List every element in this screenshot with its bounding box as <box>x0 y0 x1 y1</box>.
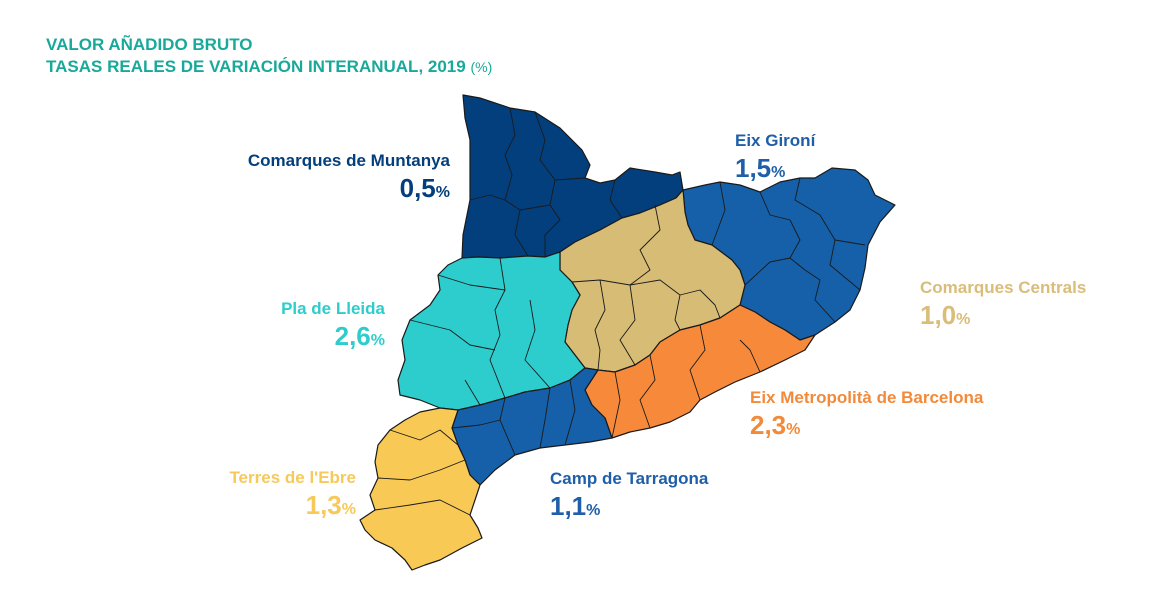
region-value-number: 1,0 <box>920 300 957 330</box>
region-value-number: 1,5 <box>735 153 772 183</box>
label-lleida: Pla de Lleida 2,6% <box>185 298 385 357</box>
region-value-number: 0,5 <box>399 173 436 203</box>
percent-sign: % <box>435 184 450 201</box>
region-name: Terres de l'Ebre <box>229 468 356 487</box>
region-name: Comarques Centrals <box>920 278 1087 297</box>
label-gironi: Eix Gironí 1,5% <box>735 130 935 189</box>
region-value: 2,6% <box>185 320 385 357</box>
map-title: VALOR AÑADIDO BRUTO TASAS REALES DE VARI… <box>46 34 492 78</box>
label-ebre: Terres de l'Ebre 1,3% <box>156 467 356 526</box>
percent-sign: % <box>586 502 601 519</box>
region-value: 1,0% <box>920 299 1150 336</box>
title-line-2: TASAS REALES DE VARIACIÓN INTERANUAL, 20… <box>46 56 492 78</box>
percent-sign: % <box>771 164 786 181</box>
region-value-number: 2,3 <box>750 410 787 440</box>
region-value: 0,5% <box>160 172 450 209</box>
region-value-number: 2,6 <box>334 321 371 351</box>
region-value-number: 1,1 <box>550 491 587 521</box>
region-value-number: 1,3 <box>305 490 342 520</box>
region-name: Eix Gironí <box>735 131 816 150</box>
label-muntanya: Comarques de Muntanya 0,5% <box>160 150 450 209</box>
percent-sign: % <box>956 311 971 328</box>
region-value: 1,5% <box>735 152 935 189</box>
percent-sign: % <box>786 421 801 438</box>
region-value: 1,3% <box>156 489 356 526</box>
label-tarragona: Camp de Tarragona 1,1% <box>550 468 770 527</box>
title-unit: (%) <box>470 59 493 75</box>
region-value: 2,3% <box>750 409 1050 446</box>
title-line-2-text: TASAS REALES DE VARIACIÓN INTERANUAL, 20… <box>46 57 466 76</box>
comarca-boundaries <box>374 107 866 516</box>
percent-sign: % <box>341 501 356 518</box>
title-line-1: VALOR AÑADIDO BRUTO <box>46 35 253 54</box>
region-name: Comarques de Muntanya <box>247 151 450 170</box>
region-name: Pla de Lleida <box>281 299 385 318</box>
region-value: 1,1% <box>550 490 770 527</box>
percent-sign: % <box>370 332 385 349</box>
region-name: Camp de Tarragona <box>550 469 709 488</box>
label-metropolita: Eix Metropolità de Barcelona 2,3% <box>750 387 1050 446</box>
label-centrals: Comarques Centrals 1,0% <box>920 277 1150 336</box>
region-name: Eix Metropolità de Barcelona <box>750 388 984 407</box>
region-ebre <box>359 407 483 571</box>
